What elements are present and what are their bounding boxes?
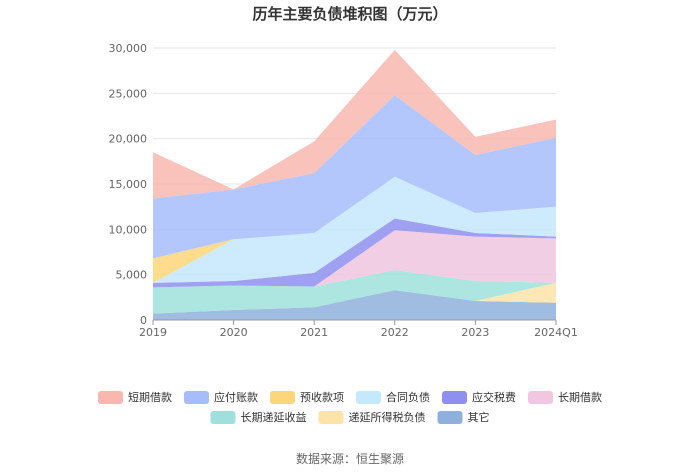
legend-item[interactable]: 递延所得税负债 <box>318 410 426 424</box>
area-series <box>153 176 556 283</box>
legend-label: 应交税费 <box>472 390 516 404</box>
legend-swatch <box>98 391 123 404</box>
x-tick-label: 2023 <box>461 326 489 339</box>
area-series <box>153 230 556 288</box>
legend-swatch <box>356 391 381 404</box>
y-tick-label: 15,000 <box>109 178 148 191</box>
legend-item[interactable]: 短期借款 <box>98 390 172 404</box>
legend-swatch <box>442 391 467 404</box>
y-tick-label: 25,000 <box>109 87 148 100</box>
legend-swatch <box>184 391 209 404</box>
legend-item[interactable]: 应付账款 <box>184 390 258 404</box>
legend-swatch <box>528 391 553 404</box>
source-note: 数据来源：恒生聚源 <box>296 451 404 466</box>
axes: 0 5,000 10,000 15,000 20,000 25,000 30,000 2019… <box>109 42 578 339</box>
area-series <box>153 290 556 320</box>
legend-item[interactable]: 合同负债 <box>356 390 430 404</box>
area-series <box>153 218 556 288</box>
legend-swatch <box>318 411 344 424</box>
area-series <box>153 49 556 199</box>
x-tick-label: 2019 <box>139 326 167 339</box>
y-tick-label: 5,000 <box>116 269 148 282</box>
legend-item[interactable]: 预收款项 <box>270 390 344 404</box>
legend-item[interactable]: 其它 <box>437 410 490 424</box>
legend-label: 预收款项 <box>300 390 344 404</box>
legend-swatch <box>437 411 463 424</box>
x-tick-label: 2022 <box>381 326 409 339</box>
legend-item[interactable]: 长期递延收益 <box>210 410 307 424</box>
plot-areas <box>153 49 556 320</box>
legend-label: 长期借款 <box>558 390 602 404</box>
legend-label: 其它 <box>468 410 490 424</box>
x-tick-label: 2024Q1 <box>534 326 578 339</box>
chart-title: 历年主要负债堆积图（万元） <box>252 5 447 23</box>
legend-item[interactable]: 长期借款 <box>528 390 602 404</box>
legend-label: 短期借款 <box>128 390 172 404</box>
legend-label: 应付账款 <box>214 390 258 404</box>
x-tick-label: 2021 <box>300 326 328 339</box>
area-series <box>153 95 556 259</box>
legend-label: 合同负债 <box>386 390 430 404</box>
legend-swatch <box>270 391 295 404</box>
area-series <box>153 270 556 314</box>
y-tick-label: 10,000 <box>109 223 148 236</box>
legend-label: 长期递延收益 <box>241 410 307 424</box>
y-tick-label: 30,000 <box>109 42 148 55</box>
y-tick-label: 20,000 <box>109 133 148 146</box>
legend-item[interactable]: 应交税费 <box>442 390 516 404</box>
legend-label: 递延所得税负债 <box>349 410 426 424</box>
x-tick-label: 2020 <box>220 326 248 339</box>
y-tick-label: 0 <box>140 314 147 327</box>
legend-swatch <box>210 411 236 424</box>
